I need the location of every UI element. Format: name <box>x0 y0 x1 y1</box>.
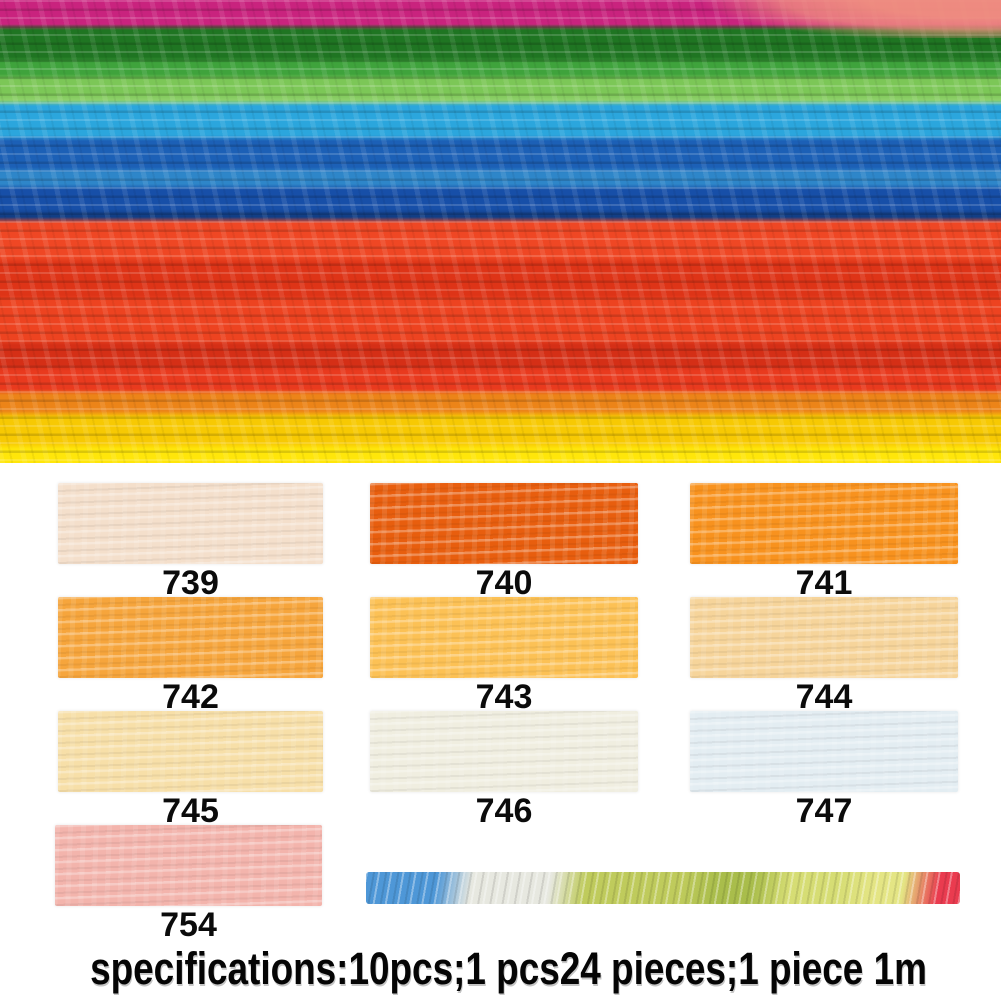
thread-swatch-739 <box>58 483 323 564</box>
swatch-cell-744: 744 <box>690 597 958 714</box>
thread-swatch-754 <box>55 825 322 906</box>
thread-code-754: 754 <box>160 906 217 944</box>
thread-swatch-741 <box>690 483 958 564</box>
thread-swatch-740 <box>370 483 638 564</box>
swatch-cell-746: 746 <box>370 711 638 828</box>
swatch-cell-754: 754 <box>55 825 322 942</box>
thread-code-745: 745 <box>162 792 219 830</box>
swatch-cell-740: 740 <box>370 483 638 600</box>
swatch-cell-745: 745 <box>58 711 323 828</box>
thread-swatch-746 <box>370 711 638 792</box>
thread-strip-texture <box>366 872 960 904</box>
thread-swatch-742 <box>58 597 323 678</box>
thread-photo-texture <box>0 0 1001 463</box>
thread-photo <box>0 0 1001 463</box>
thread-swatch-745 <box>58 711 323 792</box>
pink-thread-wisp <box>621 0 1001 38</box>
thread-code-746: 746 <box>475 792 533 830</box>
thread-code-743: 743 <box>475 678 533 716</box>
thread-code-744: 744 <box>795 678 853 716</box>
thread-swatch-744 <box>690 597 958 678</box>
swatch-cell-743: 743 <box>370 597 638 714</box>
thread-code-747: 747 <box>795 792 853 830</box>
swatch-cell-741: 741 <box>690 483 958 600</box>
thread-photo-bands <box>0 0 1001 463</box>
swatch-cell-747: 747 <box>690 711 958 828</box>
thread-code-741: 741 <box>795 564 853 602</box>
thread-code-740: 740 <box>475 564 533 602</box>
thread-code-739: 739 <box>162 564 219 602</box>
swatch-cell-739: 739 <box>58 483 323 600</box>
specifications-text: specifications:10pcs;1 pcs24 pieces;1 pi… <box>90 943 927 994</box>
swatch-cell-742: 742 <box>58 597 323 714</box>
thread-swatch-743 <box>370 597 638 678</box>
thread-swatch-747 <box>690 711 958 792</box>
thread-strip-photo <box>366 872 960 904</box>
thread-code-742: 742 <box>162 678 219 716</box>
